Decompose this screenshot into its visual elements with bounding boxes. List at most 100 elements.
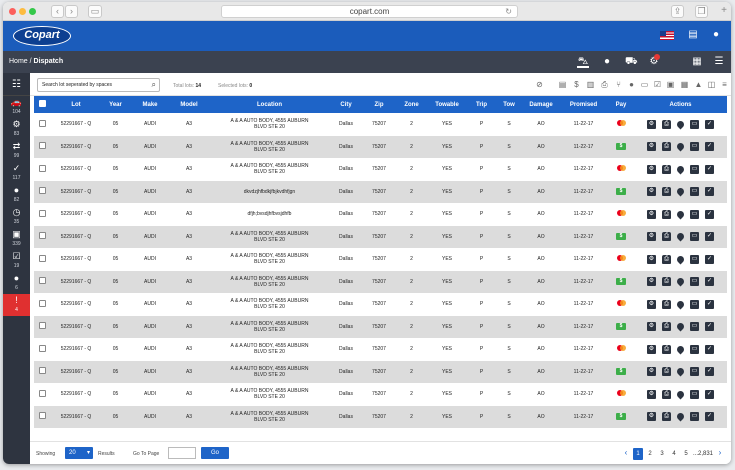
rail-item-clock[interactable]: ◷ 35 [3, 206, 30, 228]
location-pin-icon[interactable] [675, 389, 686, 400]
print-icon[interactable]: ⎙ [662, 142, 671, 152]
table-row[interactable]: 52291667 - Q 05 AUDI A3 A & A AUTO BODY, 455… [34, 405, 727, 428]
search-input[interactable]: Search lot seperated by spaces ⌕ [37, 78, 160, 92]
print-icon[interactable]: ⎙ [662, 277, 671, 287]
table-row[interactable]: 52291667 - Q 05 AUDI A3 A & A AUTO BODY, 455… [34, 270, 727, 293]
location-pin-icon[interactable] [675, 186, 686, 197]
tow-truck-icon[interactable]: ⚙ [647, 389, 656, 399]
rail-item-location-pin[interactable]: ● 82 [3, 184, 30, 206]
menu-icon[interactable]: ≡ [722, 80, 727, 89]
tabs-icon[interactable]: ❐ [695, 5, 708, 18]
id-card-icon[interactable]: ▭ [690, 254, 699, 264]
columns-icon[interactable]: ◫ [707, 80, 716, 89]
location-pin-icon[interactable] [675, 299, 686, 310]
location-pin-icon[interactable] [675, 141, 686, 152]
new-tab-icon[interactable]: + [721, 5, 727, 16]
row-checkbox[interactable] [39, 232, 46, 240]
column-header-pay[interactable]: Pay [615, 101, 627, 108]
row-checkbox[interactable] [39, 142, 46, 150]
forward-button[interactable]: › [65, 5, 78, 18]
us-flag-icon[interactable] [660, 31, 674, 40]
rail-item-car-stack[interactable]: 🚗 104 [3, 96, 30, 118]
id-card-icon[interactable]: ▭ [640, 80, 649, 89]
location-pin-icon[interactable] [675, 209, 686, 220]
close-window-icon[interactable] [9, 8, 16, 15]
rail-item-car-check[interactable]: ✓ 117 [3, 162, 30, 184]
go-to-page-input[interactable] [168, 447, 196, 459]
check-square-icon[interactable]: ✓ [705, 322, 714, 332]
page-link[interactable]: 2 [648, 451, 652, 457]
check-square-icon[interactable]: ✓ [705, 254, 714, 264]
check-square-icon[interactable]: ✓ [705, 412, 714, 422]
column-header-promised[interactable]: Promised [569, 101, 598, 108]
id-card-icon[interactable]: ▭ [690, 277, 699, 287]
filter-sliders-icon[interactable]: ☷ [3, 73, 30, 96]
user-account-icon[interactable]: ● [712, 29, 720, 40]
rail-item-map-pin[interactable]: ● 6 [3, 272, 30, 294]
print-icon[interactable]: ⎙ [662, 367, 671, 377]
select-all-checkbox[interactable] [34, 96, 51, 113]
sidebar-toggle-icon[interactable]: ▭ [88, 5, 102, 18]
tow-truck-icon[interactable]: ⚙ [647, 164, 656, 174]
page-size-select[interactable]: 20 ▾ [65, 447, 93, 459]
tow-truck-icon[interactable]: ⚙ [647, 367, 656, 377]
search-icon[interactable]: ⌕ [151, 80, 156, 89]
print-icon[interactable]: ⎙ [662, 232, 671, 242]
copart-logo[interactable]: Copart [13, 26, 71, 46]
id-card-icon[interactable]: ▭ [690, 322, 699, 332]
table-row[interactable]: 52291667 - Q 05 AUDI A3 A & A AUTO BODY, 455… [34, 225, 727, 248]
location-pin-icon[interactable] [675, 411, 686, 422]
id-card-icon[interactable]: ▭ [690, 412, 699, 422]
print-icon[interactable]: ⎙ [601, 80, 608, 89]
tow-truck-icon[interactable]: ⚙ [647, 142, 656, 152]
id-card-icon[interactable]: ▭ [690, 367, 699, 377]
table-row[interactable]: 52291667 - Q 05 AUDI A3 A & A AUTO BODY, 455… [34, 158, 727, 181]
row-checkbox[interactable] [39, 277, 46, 285]
id-card-icon[interactable]: ▭ [690, 164, 699, 174]
table-row[interactable]: 52291667 - Q 05 AUDI A3 A & A AUTO BODY, 455… [34, 360, 727, 383]
table-row[interactable]: 52291667 - Q 05 AUDI A3 A & A AUTO BODY, 455… [34, 338, 727, 361]
check-square-icon[interactable]: ✓ [705, 142, 714, 152]
maximize-window-icon[interactable] [29, 8, 36, 15]
check-square-icon[interactable]: ☑ [653, 80, 662, 89]
print-icon[interactable]: ⎙ [662, 119, 671, 129]
tow-truck-icon[interactable]: ⚙ [647, 299, 656, 309]
tow-truck-icon[interactable]: ⚙ [647, 187, 656, 197]
address-bar[interactable]: copart.com ↻ [221, 5, 518, 18]
bus-icon[interactable]: ▣ [666, 80, 675, 89]
check-square-icon[interactable]: ✓ [705, 277, 714, 287]
rail-item-calendar-check[interactable]: ☑ 19 [3, 250, 30, 272]
tow-truck-icon[interactable]: ⚙ [647, 254, 656, 264]
id-card-icon[interactable]: ▭ [690, 299, 699, 309]
row-checkbox[interactable] [39, 412, 46, 420]
row-checkbox[interactable] [39, 254, 46, 262]
column-header-trip[interactable]: Trip [475, 101, 487, 108]
column-header-towable[interactable]: Towable [435, 101, 459, 108]
table-row[interactable]: 52291667 - Q 05 AUDI A3 A & A AUTO BODY, 455… [34, 293, 727, 316]
check-square-icon[interactable]: ✓ [705, 232, 714, 242]
table-row[interactable]: 52291667 - Q 05 AUDI A3 A & A AUTO BODY, 455… [34, 248, 727, 271]
id-card-icon[interactable]: ▭ [690, 119, 699, 129]
check-square-icon[interactable]: ✓ [705, 367, 714, 377]
check-square-icon[interactable]: ✓ [705, 119, 714, 129]
location-pin-icon[interactable] [675, 344, 686, 355]
table-row[interactable]: 52291667 - Q 05 AUDI A3 A & A AUTO BODY, 455… [34, 383, 727, 406]
next-page-icon[interactable]: › [718, 448, 722, 457]
location-pin-icon[interactable] [675, 164, 686, 175]
check-square-icon[interactable]: ✓ [705, 344, 714, 354]
share-icon[interactable]: ⇪ [671, 5, 684, 18]
table-row[interactable]: 52291667 - Q 05 AUDI A3 A & A AUTO BODY, 455… [34, 315, 727, 338]
list-view-icon[interactable]: ☰ [714, 56, 724, 67]
column-header-lot[interactable]: Lot [71, 101, 81, 108]
back-button[interactable]: ‹ [51, 5, 64, 18]
check-square-icon[interactable]: ✓ [705, 209, 714, 219]
column-header-location[interactable]: Location [257, 101, 282, 108]
rail-item-car-group[interactable]: ⚙ 83 [3, 118, 30, 140]
check-square-icon[interactable]: ✓ [705, 164, 714, 174]
tow-truck-icon[interactable]: ⚙ [647, 322, 656, 332]
location-pin-icon[interactable] [675, 366, 686, 377]
rail-item-car-swap[interactable]: ⇄ 99 [3, 140, 30, 162]
location-pin-icon[interactable] [675, 276, 686, 287]
location-off-icon[interactable]: ⊘ [536, 80, 543, 89]
column-header-make[interactable]: Make [142, 101, 158, 108]
